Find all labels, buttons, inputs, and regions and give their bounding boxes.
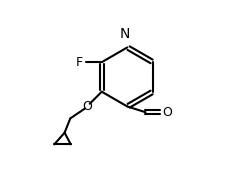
Text: F: F xyxy=(75,56,82,69)
Text: O: O xyxy=(162,106,172,119)
Text: N: N xyxy=(119,27,129,41)
Text: O: O xyxy=(82,99,92,113)
